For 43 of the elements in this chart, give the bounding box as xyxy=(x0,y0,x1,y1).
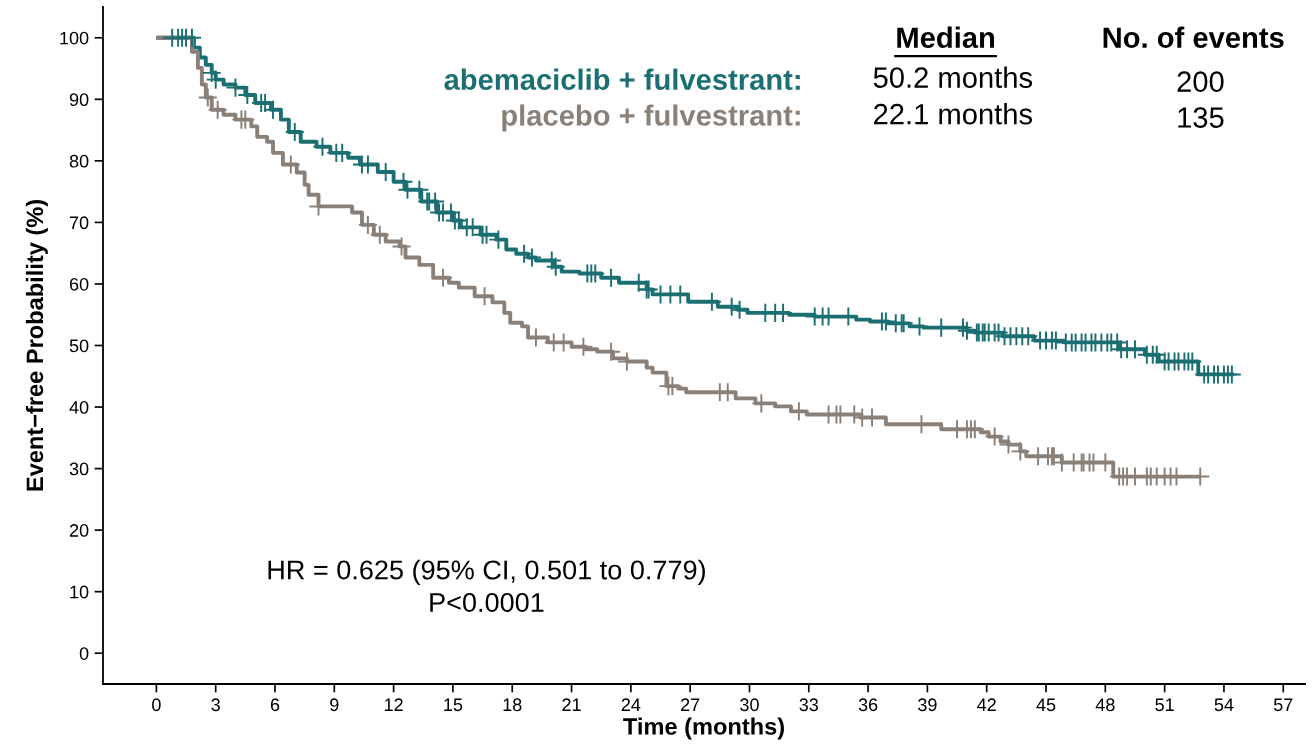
x-tick-label: 21 xyxy=(562,698,581,711)
x-tick-label: 6 xyxy=(270,698,280,712)
y-tick-label: 10 xyxy=(70,585,89,599)
y-tick-label: 0 xyxy=(79,647,89,660)
text: placebo + fulvestrant: xyxy=(502,104,800,132)
annotation: 135 xyxy=(1178,107,1224,128)
annotation: 22.1 months xyxy=(874,103,1033,125)
x-axis-title: Time (months) xyxy=(623,717,784,740)
y-tick-label: 50 xyxy=(69,339,89,353)
x-tick-label: 51 xyxy=(1155,698,1174,712)
x-tick-label: 24 xyxy=(621,698,641,711)
y-tick-label: 90 xyxy=(69,93,89,107)
x-tick-label: 18 xyxy=(503,698,522,712)
annotation: 200 xyxy=(1177,71,1224,93)
x-tick-label: 30 xyxy=(740,698,759,712)
x-tick-label: 15 xyxy=(444,698,463,712)
x-tick-label: 3 xyxy=(211,698,220,712)
annotation: HR = 0.625 (95% CI, 0.501 to 0.779) xyxy=(268,559,705,585)
y-tick-label: 60 xyxy=(69,277,89,291)
x-tick-label: 42 xyxy=(977,698,996,711)
y-tick-label: 100 xyxy=(60,31,89,45)
x-tick-label: 12 xyxy=(384,698,403,711)
text: abemaciclib + fulvestrant: xyxy=(444,68,800,90)
x-tick-label: 39 xyxy=(918,698,937,712)
y-tick-label: 70 xyxy=(69,216,89,230)
x-tick-label: 27 xyxy=(681,698,700,711)
y-tick-label: 80 xyxy=(69,154,89,168)
y-tick-label: 20 xyxy=(69,524,89,537)
annotation: P<0.0001 xyxy=(430,592,544,613)
annotation: Median xyxy=(897,26,995,48)
x-tick-label: 45 xyxy=(1036,698,1056,712)
x-tick-label: 36 xyxy=(858,698,878,712)
y-tick-label: 40 xyxy=(69,400,89,414)
x-tick-label: 33 xyxy=(799,698,819,712)
annotation: No. of events xyxy=(1103,26,1284,48)
annotation: 50.2 months xyxy=(873,66,1033,88)
y-axis-title: Event−free Probability (%) xyxy=(25,200,48,491)
x-tick-label: 54 xyxy=(1214,698,1234,712)
x-tick-label: 48 xyxy=(1095,698,1115,712)
x-tick-label: 9 xyxy=(330,698,339,712)
y-tick-label: 30 xyxy=(69,462,89,476)
x-tick-label: 57 xyxy=(1273,698,1293,712)
x-tick-label: 0 xyxy=(152,698,161,712)
